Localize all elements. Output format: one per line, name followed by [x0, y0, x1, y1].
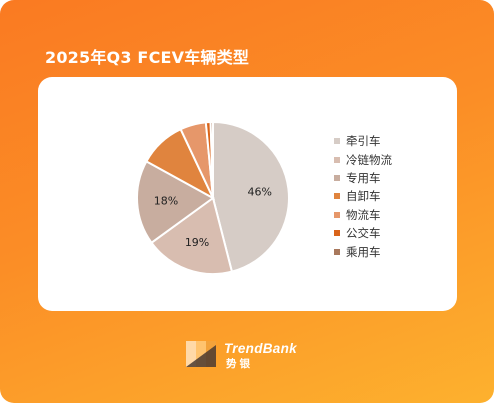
legend-item-4: 自卸车: [334, 187, 392, 205]
legend-label: 自卸车: [346, 189, 381, 204]
legend-label: 乘用车: [346, 244, 381, 259]
legend-item-5: 物流车: [334, 206, 392, 224]
trendbank-logo-icon: [186, 341, 216, 367]
legend-swatch: [334, 211, 340, 218]
pie-data-label-1: 46%: [248, 186, 272, 199]
brand-subtitle: 势银: [226, 358, 253, 370]
legend-swatch: [334, 174, 340, 181]
legend-item-1: 牵引车: [334, 132, 392, 150]
legend-item-7: 乘用车: [334, 242, 392, 260]
brand-logo: TrendBank 势银: [186, 339, 316, 371]
legend-label: 牵引车: [346, 134, 381, 149]
pie-chart: 46% 19% 18%: [136, 120, 290, 275]
legend-swatch: [334, 193, 340, 200]
legend-label: 物流车: [346, 207, 381, 222]
legend-item-6: 公交车: [334, 224, 392, 242]
chart-legend: 牵引车冷链物流专用车自卸车物流车公交车乘用车: [334, 132, 392, 261]
legend-swatch: [334, 138, 340, 145]
brand-name: TrendBank: [224, 341, 297, 356]
legend-item-3: 专用车: [334, 169, 392, 187]
legend-label: 公交车: [346, 226, 381, 241]
pie-data-label-2: 19%: [185, 236, 209, 249]
pie-slice-3: [136, 160, 215, 245]
pie-slice-7: [209, 120, 214, 199]
pie-slice-1: [212, 120, 290, 273]
legend-item-2: 冷链物流: [334, 150, 392, 168]
legend-swatch: [334, 230, 340, 237]
legend-swatch: [334, 156, 340, 163]
chart-card: 46% 19% 18% 牵引车冷链物流专用车自卸车物流车公交车乘用车: [38, 77, 457, 311]
chart-title: 2025年Q3 FCEV车辆类型: [45, 48, 250, 67]
pie-slice-2: [150, 196, 234, 275]
pie-data-label-3: 18%: [154, 194, 178, 207]
legend-swatch: [334, 248, 340, 255]
legend-label: 专用车: [346, 170, 381, 185]
legend-label: 冷链物流: [346, 152, 392, 167]
